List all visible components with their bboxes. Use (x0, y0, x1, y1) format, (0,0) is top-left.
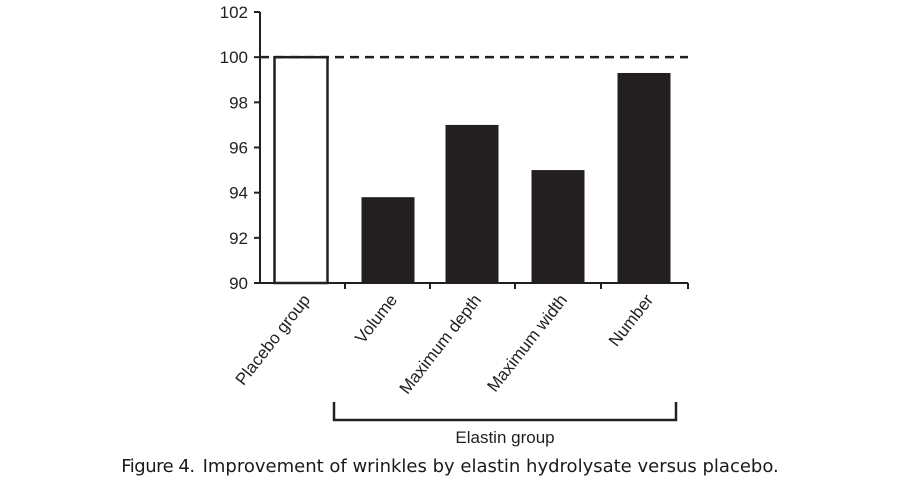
x-label-maximum-depth: Maximum depth (396, 291, 485, 398)
x-label-volume: Volume (351, 291, 401, 347)
figure-caption-text: Improvement of wrinkles by elastin hydro… (202, 456, 779, 477)
elastin-group-label: Elastin group (455, 428, 554, 447)
y-tick-label-90: 90 (229, 274, 248, 293)
bar-placebo-group (273, 55, 329, 285)
bar-maximum-width (531, 170, 585, 283)
elastin-group-bracket (332, 402, 678, 422)
bar-volume (361, 197, 415, 283)
y-tick-label-100: 100 (220, 48, 248, 67)
y-tick-label-94: 94 (229, 184, 248, 203)
figure-caption-label: Figure 4. (121, 456, 195, 477)
bar-number (617, 72, 671, 283)
x-label-maximum-width: Maximum width (483, 291, 571, 396)
x-label-number: Number (605, 291, 657, 351)
x-label-placebo-group: Placebo group (232, 291, 314, 389)
bar-maximum-depth (445, 124, 499, 284)
y-tick-label-96: 96 (229, 139, 248, 158)
figure-caption: Figure 4. Improvement of wrinkles by elas… (0, 456, 900, 477)
bars (273, 55, 671, 285)
y-tick-label-98: 98 (229, 93, 248, 112)
y-tick-label-92: 92 (229, 229, 248, 248)
y-tick-label-102: 102 (220, 3, 248, 22)
